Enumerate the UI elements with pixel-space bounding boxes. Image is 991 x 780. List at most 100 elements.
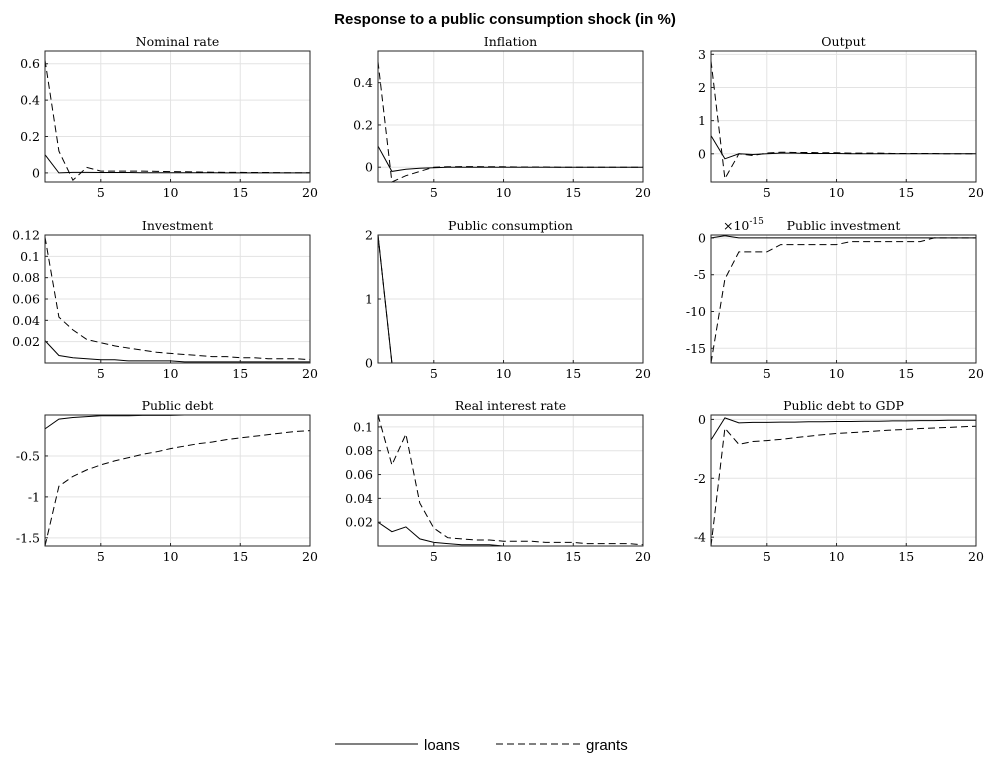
x-tick-label: 5: [430, 366, 438, 381]
figure-title: Response to a public consumption shock (…: [334, 11, 676, 28]
series-line-loans: [710, 417, 976, 441]
axes-frame: [377, 414, 644, 547]
y-tick-label: -4: [694, 530, 706, 545]
x-tick-label: 5: [97, 549, 105, 564]
series-line-grants: [710, 425, 977, 547]
x-tick-label: 5: [430, 185, 438, 200]
x-tick-label: 5: [763, 549, 771, 564]
panel-nominal-rate: 5 10 15 20 0 0.2 0.4 0.6 Nominal rate: [20, 34, 318, 200]
y-tick-label: 1: [365, 292, 373, 307]
x-tick-label: 15: [898, 366, 914, 381]
axes-frame: [44, 414, 311, 547]
panel-public-investment: 5 10 15 20 -15 -10 -5 0 Public investment ×10-15: [686, 217, 984, 381]
panel-title: Inflation: [484, 34, 537, 49]
series-line-loans: [710, 235, 976, 239]
x-tick-label: 20: [302, 366, 318, 381]
legend: loans grants: [335, 737, 628, 754]
panel-title: Public consumption: [448, 218, 573, 233]
x-tick-label: 5: [97, 185, 105, 200]
series-line-grants: [44, 237, 311, 361]
x-tick-label: 15: [232, 549, 248, 564]
y-tick-label: -10: [686, 304, 706, 319]
y-tick-label: 0.08: [345, 443, 373, 458]
y-tick-label: 0: [698, 230, 706, 245]
axes-frame: [44, 50, 311, 183]
x-tick-label: 20: [635, 185, 651, 200]
y-tick-label: 0.6: [20, 56, 40, 71]
x-tick-label: 10: [163, 549, 179, 564]
x-tick-label: 10: [829, 185, 845, 200]
legend-grants-label: grants: [586, 737, 628, 754]
y-tick-label: 0.04: [12, 313, 40, 328]
x-tick-label: 20: [635, 366, 651, 381]
panel-public-debt: 5 10 15 20 -1.5 -1 -0.5 Public debt: [16, 398, 318, 564]
y-tick-label: -1.5: [16, 530, 40, 545]
x-tick-label: 10: [829, 366, 845, 381]
series-line-grants: [377, 414, 644, 546]
x-tick-label: 10: [163, 366, 179, 381]
x-tick-label: 5: [763, 366, 771, 381]
axes-frame: [710, 234, 977, 364]
x-tick-label: 20: [635, 549, 651, 564]
series-line-grants: [44, 60, 310, 182]
y-tick-label: 0.4: [353, 75, 373, 90]
x-tick-label: 20: [302, 549, 318, 564]
axis-exponent-power: -15: [749, 217, 764, 227]
y-tick-label: 2: [698, 80, 706, 95]
series-line-loans: [44, 154, 310, 174]
y-tick-label: -0.5: [16, 448, 40, 463]
series-line-grants: [710, 237, 976, 364]
y-tick-label: 0: [365, 160, 373, 175]
y-tick-label: 0.08: [12, 270, 40, 285]
x-tick-label: 10: [163, 185, 179, 200]
panel-public-debt-to-gdp: 5 10 15 20 -4 -2 0 Public debt to GDP: [694, 398, 984, 564]
y-tick-label: -1: [28, 489, 40, 504]
y-tick-label: 0.06: [12, 292, 40, 307]
series-line-grants: [710, 60, 976, 181]
y-tick-label: 0.06: [345, 467, 373, 482]
axes-frame: [710, 50, 977, 183]
x-tick-label: 20: [968, 366, 984, 381]
y-tick-label: 0: [32, 165, 40, 180]
x-tick-label: 5: [763, 185, 771, 200]
panel-title: Investment: [142, 218, 213, 233]
panel-real-interest-rate: 5 10 15 20 0.02 0.04 0.06 0.08 0.1 Real interest …: [345, 398, 651, 564]
x-tick-label: 5: [430, 549, 438, 564]
x-tick-label: 20: [968, 549, 984, 564]
x-tick-label: 15: [232, 366, 248, 381]
x-tick-label: 15: [898, 549, 914, 564]
panel-investment: 5 10 15 20 0.02 0.04 0.06 0.08 0.1 0.12 Investment: [12, 218, 318, 381]
x-tick-label: 10: [829, 549, 845, 564]
panel-title: Real interest rate: [455, 398, 566, 413]
y-tick-label: -2: [694, 471, 706, 486]
panel-inflation: 5 10 15 20 0 0.2 0.4 Inflation: [353, 34, 651, 200]
x-tick-label: 10: [496, 185, 512, 200]
y-tick-label: 0.02: [345, 515, 373, 530]
x-tick-label: 5: [97, 366, 105, 381]
axis-exponent-label: ×10-15: [723, 217, 764, 233]
panel-title: Nominal rate: [136, 34, 220, 49]
y-tick-label: -15: [686, 341, 706, 356]
y-tick-label: 3: [698, 47, 706, 62]
panel-output: 5 10 15 20 0 1 2 3 Output: [698, 34, 984, 200]
x-tick-label: 15: [898, 185, 914, 200]
y-tick-label: 0.04: [345, 491, 373, 506]
y-tick-label: 0.12: [12, 228, 40, 243]
y-tick-label: 0.4: [20, 93, 40, 108]
panel-public-consumption: 5 10 15 20 0 1 2 Public consumption: [365, 218, 651, 381]
y-tick-label: 0: [365, 356, 373, 371]
axes-frame: [710, 414, 977, 547]
y-tick-label: -5: [694, 267, 706, 282]
panel-title: Public investment: [787, 218, 901, 233]
y-tick-label: 0: [698, 146, 706, 161]
x-tick-label: 15: [232, 185, 248, 200]
y-tick-label: 0.1: [353, 419, 373, 434]
y-tick-label: 1: [698, 113, 706, 128]
y-tick-label: 0.02: [12, 334, 40, 349]
y-tick-label: 0.1: [20, 249, 40, 264]
series-line-loans: [710, 135, 976, 160]
x-tick-label: 15: [565, 366, 581, 381]
legend-loans-label: loans: [424, 737, 460, 754]
x-tick-label: 15: [565, 185, 581, 200]
